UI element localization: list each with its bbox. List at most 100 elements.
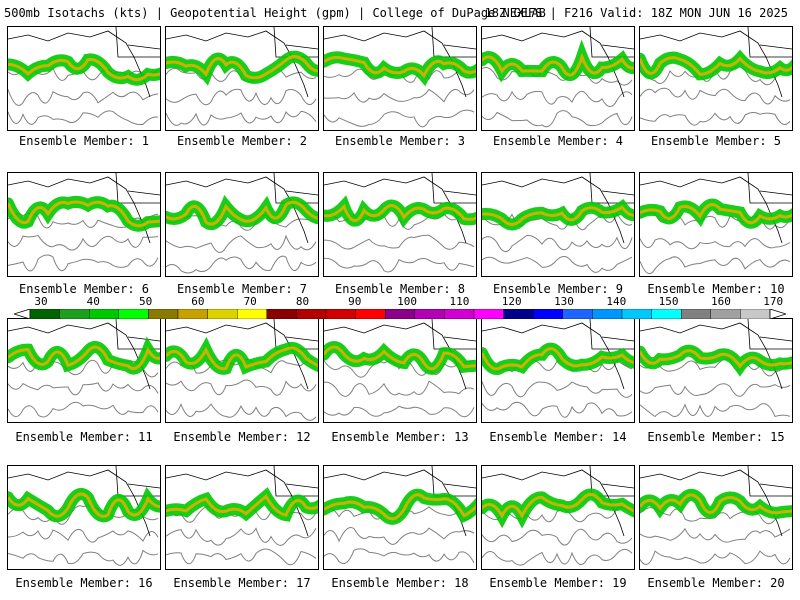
ensemble-member-label: Ensemble Member: 18 <box>331 576 469 590</box>
jet-stream-core <box>166 494 318 517</box>
member-map-svg <box>640 466 792 565</box>
ensemble-member-label: Ensemble Member: 9 <box>492 282 624 296</box>
height-contour <box>640 256 791 275</box>
member-map-svg <box>640 173 792 275</box>
ensemble-member-map <box>165 318 319 423</box>
ensemble-member-label: Ensemble Member: 17 <box>173 576 311 590</box>
colorbar-swatch <box>414 309 445 319</box>
colorbar-swatch <box>118 309 149 319</box>
colorbar-swatch <box>177 309 208 319</box>
member-map-svg <box>166 27 318 126</box>
ensemble-member-map <box>639 318 793 423</box>
colorbar-swatch <box>385 309 416 319</box>
ensemble-member-label: Ensemble Member: 11 <box>15 430 153 444</box>
colorbar-left-arrow <box>14 309 31 319</box>
member-map-svg <box>166 173 318 274</box>
height-contour <box>166 527 317 546</box>
jet-stream-core <box>640 56 792 76</box>
ensemble-member-map <box>481 172 635 277</box>
ensemble-member-map <box>7 172 161 277</box>
height-contour <box>8 110 159 126</box>
height-contour <box>640 550 791 565</box>
member-map-svg <box>324 319 476 418</box>
jet-stream-band <box>8 53 160 86</box>
colorbar-tick-label: 140 <box>606 295 627 308</box>
jet-stream-core <box>8 57 160 82</box>
colorbar-swatch <box>562 309 593 319</box>
colorbar-swatch <box>296 309 327 319</box>
jet-stream-core <box>166 200 318 226</box>
colorbar-swatch <box>266 309 297 319</box>
jet-stream-core <box>640 203 792 225</box>
height-contour <box>8 89 159 106</box>
height-contour <box>8 358 159 378</box>
colorbar-swatch <box>325 309 356 319</box>
coastline <box>482 319 634 390</box>
jet-stream-core <box>324 493 476 521</box>
jet-stream-core <box>482 347 634 371</box>
colorbar-tick-label: 130 <box>554 295 574 308</box>
colorbar-right-arrow <box>769 309 786 319</box>
colorbar-swatch <box>236 309 267 319</box>
member-map-svg <box>166 319 318 421</box>
member-map-svg <box>482 27 634 128</box>
ensemble-member-map <box>7 318 161 423</box>
height-contour <box>640 87 791 105</box>
colorbar-tick-label: 100 <box>397 295 418 308</box>
ensemble-member-map <box>481 26 635 131</box>
colorbar-swatch <box>503 309 534 319</box>
height-contour <box>324 405 475 418</box>
chart-header: 500mb Isotachs (kts) | Geopotential Heig… <box>4 5 796 21</box>
member-map-svg <box>640 319 792 418</box>
ensemble-member-map <box>639 172 793 277</box>
height-contour <box>166 548 317 566</box>
ensemble-member-map <box>481 465 635 570</box>
ensemble-member-label: Ensemble Member: 8 <box>334 282 466 296</box>
ensemble-member-map <box>639 465 793 570</box>
member-map-svg <box>8 319 160 418</box>
member-map-svg <box>8 466 160 566</box>
height-contour <box>482 548 633 566</box>
ensemble-member-map <box>323 172 477 277</box>
height-contour <box>640 403 791 418</box>
member-map-svg <box>482 466 634 566</box>
jet-stream-core <box>482 205 634 226</box>
colorbar-swatch <box>473 309 504 319</box>
height-contour <box>8 549 159 566</box>
height-contour <box>324 360 475 378</box>
ensemble-member-label: Ensemble Member: 13 <box>331 430 469 444</box>
colorbar-swatch <box>681 309 712 319</box>
height-contour <box>8 529 159 543</box>
height-contour <box>482 381 633 398</box>
colorbar-swatch <box>29 309 60 319</box>
height-contour <box>640 238 791 250</box>
jet-stream-core <box>324 55 476 79</box>
height-contour <box>640 527 791 543</box>
height-contour <box>8 382 159 396</box>
height-contour <box>324 527 475 545</box>
height-contour <box>324 380 475 397</box>
ensemble-member-label: Ensemble Member: 7 <box>176 282 308 296</box>
jet-stream-core <box>482 493 634 519</box>
colorbar-tick-label: 120 <box>501 295 522 308</box>
member-map-svg <box>324 27 476 128</box>
height-contour <box>166 88 317 106</box>
colorbar-tick-label: 90 <box>348 295 362 308</box>
ensemble-member-label: Ensemble Member: 1 <box>18 134 150 148</box>
height-contour <box>166 234 317 253</box>
colorbar-tick-label: 160 <box>710 295 731 308</box>
colorbar-swatch <box>651 309 682 319</box>
height-contour <box>640 507 791 525</box>
jet-stream-core <box>166 346 318 371</box>
ensemble-member-map <box>481 318 635 423</box>
member-map-svg <box>8 27 160 126</box>
ensemble-member-label: Ensemble Member: 4 <box>492 134 624 148</box>
colorbar-tick-label: 150 <box>658 295 679 308</box>
member-map-svg <box>482 173 634 273</box>
ensemble-member-label: Ensemble Member: 14 <box>489 430 627 444</box>
ensemble-member-map <box>7 26 161 131</box>
ensemble-member-map <box>323 465 477 570</box>
colorbar-tick-label: 50 <box>138 295 153 308</box>
jet-stream-core <box>8 345 160 371</box>
colorbar-tick-label: 70 <box>243 295 257 308</box>
